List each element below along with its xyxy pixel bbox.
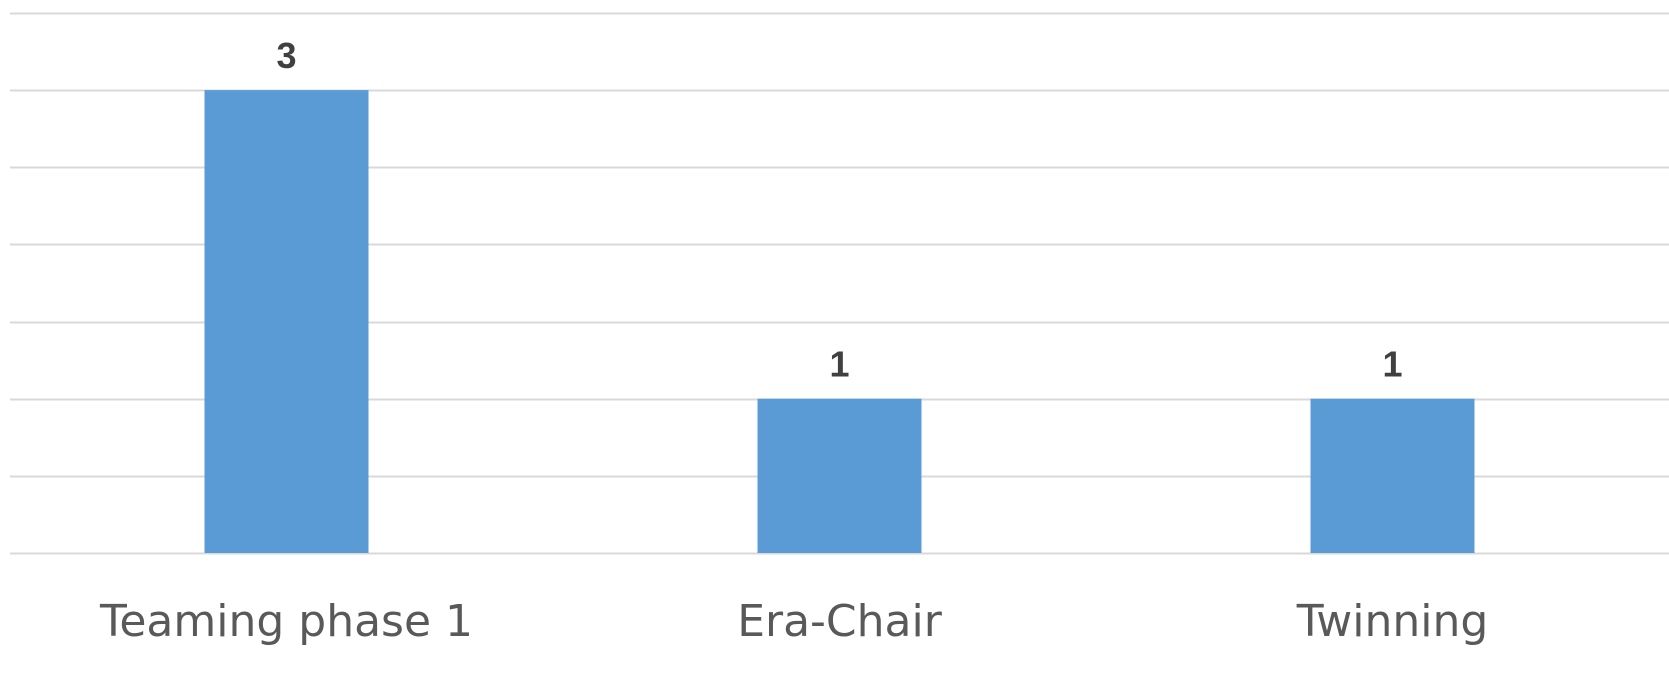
bar-2 [1310, 398, 1475, 553]
data-labels: 3 1 1 [276, 35, 1402, 385]
category-label-1: Era-Chair [737, 596, 943, 647]
bar-0 [204, 90, 369, 553]
category-label-0: Teaming phase 1 [99, 596, 473, 647]
category-tick-labels: Teaming phase 1 Era-Chair Twinning [99, 596, 1488, 647]
bars [204, 90, 1475, 553]
data-label-2: 1 [1382, 344, 1402, 385]
data-label-1: 1 [829, 344, 849, 385]
category-label-2: Twinning [1296, 596, 1489, 647]
bar-1 [757, 398, 922, 553]
data-label-0: 3 [276, 35, 296, 76]
